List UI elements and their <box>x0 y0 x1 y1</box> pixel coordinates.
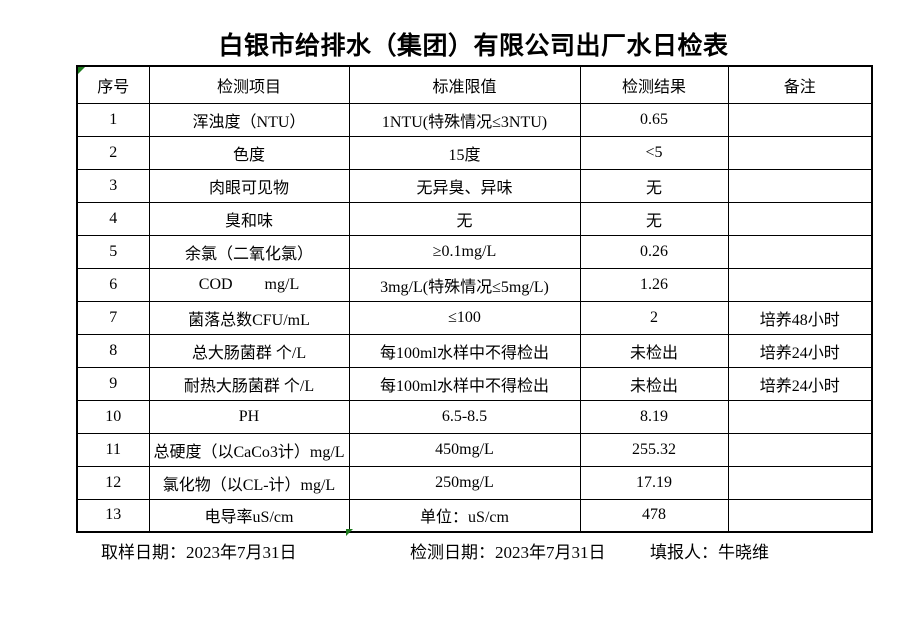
table-cell: 培养24小时 <box>727 366 873 401</box>
table-cell: 未检出 <box>579 333 729 368</box>
testing-date: 检测日期：2023年7月31日 <box>410 538 606 563</box>
table-cell <box>727 168 873 203</box>
table-row: 2 色度 15度 <5 <box>76 135 873 170</box>
table-cell: 0.26 <box>579 234 729 269</box>
table-cell: 无 <box>579 201 729 236</box>
table-cell: 耐热大肠菌群 个/L <box>148 366 350 401</box>
table-cell <box>727 135 873 170</box>
table-cell: 1 <box>76 102 150 137</box>
table-cell: 培养24小时 <box>727 333 873 368</box>
table-cell: 余氯（二氧化氯） <box>148 234 350 269</box>
table-cell: 1NTU(特殊情况≤3NTU) <box>348 102 581 137</box>
report-table: 序号 检测项目 标准限值 检测结果 备注 1 浑浊度（NTU） 1NTU(特殊情况≤3NTU… <box>76 65 873 533</box>
table-cell: 3mg/L(特殊情况≤5mg/L) <box>348 267 581 302</box>
table-row: 5 余氯（二氧化氯） ≥0.1mg/L 0.26 <box>76 234 873 269</box>
table-cell: 12 <box>76 465 150 500</box>
table-row: 4 臭和味无无 <box>76 201 873 236</box>
table-cell: 15度 <box>348 135 581 170</box>
reporter: 填报人：牛晓维 <box>650 538 769 563</box>
table-row: 11 总硬度（以CaCo3计）mg/L 450mg/L 255.32 <box>76 432 873 467</box>
table-cell: 13 <box>76 498 150 533</box>
table-cell: ≤100 <box>348 300 581 335</box>
table-cell: 5 <box>76 234 150 269</box>
table-cell: 菌落总数CFU/mL <box>148 300 350 335</box>
table-cell <box>727 498 873 533</box>
table-row: 7 菌落总数CFU/mL ≤100 2 培养48小时 <box>76 300 873 335</box>
table-cell: 2 <box>579 300 729 335</box>
report-table-container: 序号 检测项目 标准限值 检测结果 备注 1 浑浊度（NTU） 1NTU(特殊情况≤3NTU… <box>76 65 873 533</box>
table-cell: ≥0.1mg/L <box>348 234 581 269</box>
table-cell <box>727 234 873 269</box>
table-cell: 每100ml水样中不得检出 <box>348 333 581 368</box>
table-cell: 单位：uS/cm <box>348 498 581 533</box>
testing-date-value: 2023年7月31日 <box>495 543 606 562</box>
table-cell: 无 <box>348 201 581 236</box>
reporter-value: 牛晓维 <box>718 543 769 562</box>
table-cell: 4 <box>76 201 150 236</box>
table-cell: 每100ml水样中不得检出 <box>348 366 581 401</box>
table-cell: 8 <box>76 333 150 368</box>
header-row: 序号 检测项目 标准限值 检测结果 备注 <box>76 65 873 104</box>
table-row: 1 浑浊度（NTU） 1NTU(特殊情况≤3NTU) 0.65 <box>76 102 873 137</box>
table-cell: 250mg/L <box>348 465 581 500</box>
table-cell <box>727 267 873 302</box>
table-cell <box>727 465 873 500</box>
table-cell: 450mg/L <box>348 432 581 467</box>
table-cell: 10 <box>76 399 150 434</box>
table-cell: 478 <box>579 498 729 533</box>
table-cell: 7 <box>76 300 150 335</box>
table-cell: 臭和味 <box>148 201 350 236</box>
header-cell: 检测项目 <box>148 65 350 104</box>
table-cell: COD mg/L <box>148 267 350 302</box>
table-cell: 肉眼可见物 <box>148 168 350 203</box>
header-cell: 标准限值 <box>348 65 581 104</box>
table-cell: 6.5-8.5 <box>348 399 581 434</box>
table-row: 10 PH 6.5-8.5 8.19 <box>76 399 873 434</box>
header-cell: 备注 <box>727 65 873 104</box>
table-cell <box>727 432 873 467</box>
table-cell: 11 <box>76 432 150 467</box>
table-cell <box>727 399 873 434</box>
excel-error-triangle-icon <box>346 529 353 536</box>
table-row: 6 COD mg/L 3mg/L(特殊情况≤5mg/L) 1.26 <box>76 267 873 302</box>
table-cell: 17.19 <box>579 465 729 500</box>
header-cell: 序号 <box>76 65 150 104</box>
page-title: 白银市给排水（集团）有限公司出厂水日检表 <box>218 33 729 60</box>
sampling-date-value: 2023年7月31日 <box>186 543 297 562</box>
table-cell: 电导率uS/cm <box>148 498 350 533</box>
table-cell: PH <box>148 399 350 434</box>
table-row: 12 氯化物（以CL-计）mg/L 250mg/L 17.19 <box>76 465 873 500</box>
table-cell: <5 <box>579 135 729 170</box>
table-cell: 氯化物（以CL-计）mg/L <box>148 465 350 500</box>
table-cell <box>727 102 873 137</box>
table-row: 3 肉眼可见物 无异臭、异味无 <box>76 168 873 203</box>
sampling-date: 取样日期：2023年7月31日 <box>101 538 297 563</box>
table-cell: 1.26 <box>579 267 729 302</box>
table-cell: 色度 <box>148 135 350 170</box>
table-cell: 9 <box>76 366 150 401</box>
sampling-date-label: 取样日期： <box>101 543 186 562</box>
table-cell: 浑浊度（NTU） <box>148 102 350 137</box>
header-cell: 检测结果 <box>579 65 729 104</box>
table-cell <box>727 201 873 236</box>
table-cell: 8.19 <box>579 399 729 434</box>
table-cell: 255.32 <box>579 432 729 467</box>
table-cell: 2 <box>76 135 150 170</box>
table-cell: 0.65 <box>579 102 729 137</box>
table-cell: 3 <box>76 168 150 203</box>
testing-date-label: 检测日期： <box>410 543 495 562</box>
table-cell: 总硬度（以CaCo3计）mg/L <box>148 432 350 467</box>
table-cell: 6 <box>76 267 150 302</box>
table-cell: 培养48小时 <box>727 300 873 335</box>
table-cell: 无 <box>579 168 729 203</box>
table-cell: 未检出 <box>579 366 729 401</box>
table-row: 9 耐热大肠菌群 个/L 每100ml水样中不得检出 未检出 培养24小时 <box>76 366 873 401</box>
table-row: 13 电导率uS/cm 单位：uS/cm 478 <box>76 498 873 533</box>
table-row: 8 总大肠菌群 个/L 每100ml水样中不得检出 未检出 培养24小时 <box>76 333 873 368</box>
table-cell: 总大肠菌群 个/L <box>148 333 350 368</box>
table-cell: 无异臭、异味 <box>348 168 581 203</box>
reporter-label: 填报人： <box>650 543 718 562</box>
